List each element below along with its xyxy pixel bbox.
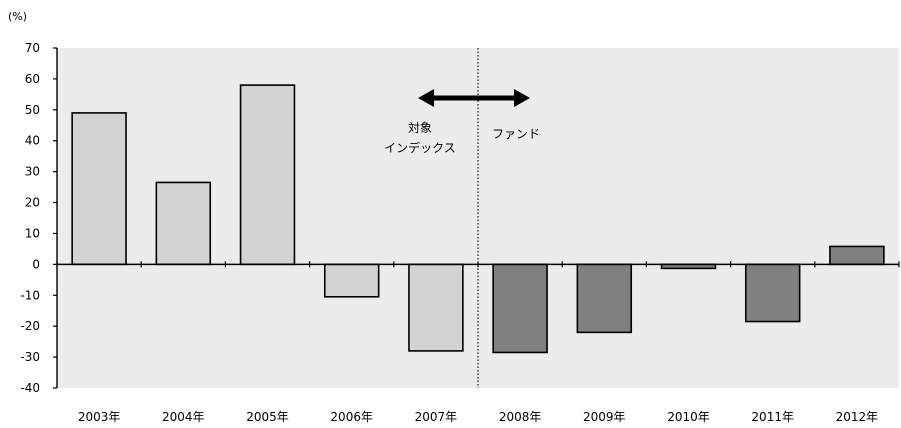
bars-group — [71, 84, 885, 354]
bar-2004年 — [155, 181, 212, 266]
x-tick-label: 2009年 — [583, 410, 626, 424]
arrow-left-head — [418, 89, 434, 107]
bar-2003年 — [71, 112, 127, 266]
y-tick-label: 30 — [25, 165, 40, 179]
x-tick-label: 2012年 — [836, 410, 879, 424]
x-tick-label: 2004年 — [162, 410, 205, 424]
y-tick-label: 20 — [25, 196, 40, 210]
x-tick-label: 2010年 — [667, 410, 710, 424]
x-tick-label: 2006年 — [330, 410, 373, 424]
y-tick-label: 10 — [25, 226, 40, 240]
bar-2009年 — [576, 263, 633, 334]
bar-2008年 — [492, 263, 548, 354]
bar-2011年 — [744, 263, 801, 323]
x-tick-label: 2005年 — [246, 410, 289, 424]
x-tick-label: 2007年 — [415, 410, 458, 424]
y-tick-label: 50 — [25, 103, 40, 117]
arrow-right-head — [514, 89, 530, 107]
index-label-line2: インデックス — [384, 140, 456, 155]
y-tick-label: -30 — [20, 350, 40, 364]
x-tick-labels: 2003年 2004年 2005年 2006年 2007年 2008年 2009年 2010年… — [78, 410, 878, 424]
y-tick-label: -10 — [20, 288, 40, 302]
index-label-line1: 対象 — [408, 121, 432, 135]
period-annotation: 対象 インデックス ファンド — [384, 89, 540, 155]
y-tick-label: -40 — [20, 381, 40, 395]
fund-label: ファンド — [492, 127, 540, 141]
x-tick-label: 2003年 — [78, 410, 121, 424]
bar-2005年 — [239, 84, 296, 266]
y-tick-labels: 70 60 50 40 30 20 10 0 -10 -20 -30 -40 — [20, 41, 57, 395]
y-tick-label: 60 — [25, 72, 40, 86]
bar-2006年 — [323, 263, 380, 298]
y-unit-label: (%) — [8, 10, 27, 23]
bar-2012年 — [829, 245, 885, 266]
y-tick-label: 70 — [25, 41, 40, 55]
y-tick-label: 0 — [32, 257, 40, 271]
x-tick-label: 2011年 — [751, 410, 794, 424]
bar-2007年 — [408, 263, 464, 352]
y-tick-label: -20 — [20, 319, 40, 333]
x-tick-label: 2008年 — [499, 410, 542, 424]
y-tick-label: 40 — [25, 134, 40, 148]
